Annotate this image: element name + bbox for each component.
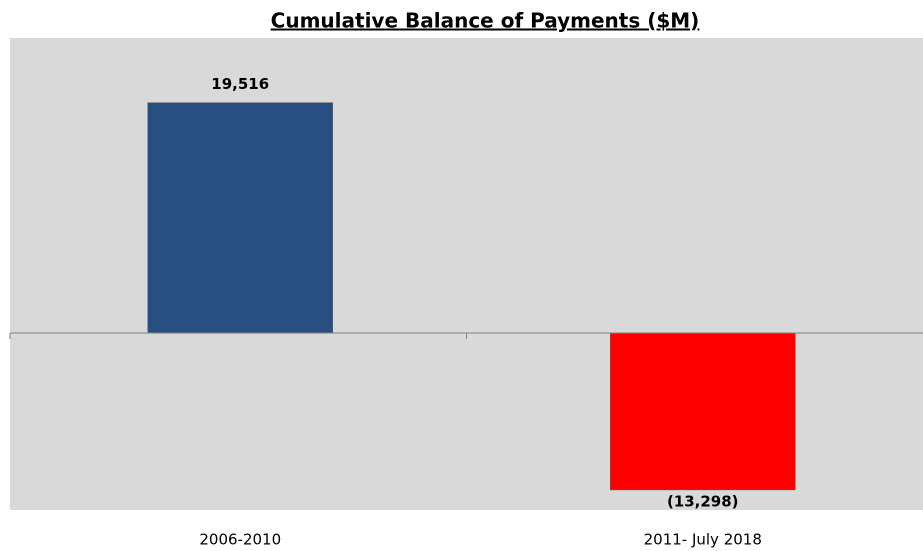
chart-title: Cumulative Balance of Payments ($M) [271,9,700,33]
value-label: 19,516 [211,75,269,93]
value-label: (13,298) [667,492,739,510]
bar [147,102,333,334]
bar [610,332,796,491]
x-tick-label: 2011- July 2018 [644,531,762,549]
x-tick-label: 2006-2010 [199,531,281,549]
